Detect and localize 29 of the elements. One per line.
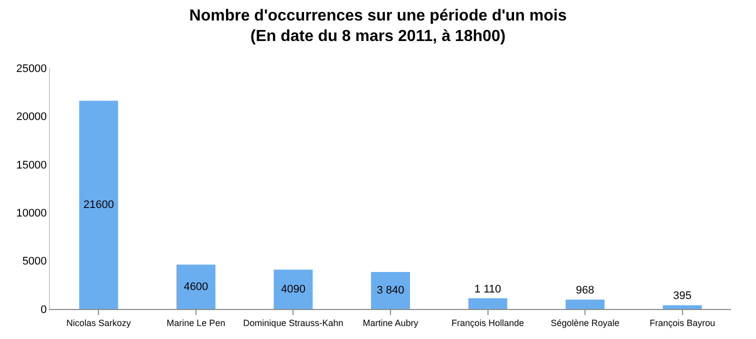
data-label: 3 840 xyxy=(376,284,404,296)
x-tick-label: Ségolène Royale xyxy=(550,318,620,328)
y-tick-label: 0 xyxy=(40,304,47,316)
bar xyxy=(468,298,508,309)
y-tick-label: 20000 xyxy=(16,111,47,124)
data-label: 968 xyxy=(576,284,594,297)
data-label: 4090 xyxy=(280,283,306,296)
chart-title: Nombre d'occurrences sur une période d'un mois xyxy=(189,7,567,24)
x-tick-label: Marine Le Pen xyxy=(166,318,226,328)
bar xyxy=(371,272,410,309)
x-tick-label: Martine Aubry xyxy=(362,318,419,328)
bar xyxy=(274,270,313,309)
chart-subtitle: (En date du 8 mars 2011, à 18h00) xyxy=(250,28,506,46)
x-tick-label: François Bayrou xyxy=(650,318,716,328)
data-label: 4600 xyxy=(184,280,208,293)
bar xyxy=(566,300,605,309)
y-tick-label: 25000 xyxy=(16,62,47,75)
bar xyxy=(662,305,702,309)
x-tick-label: François Hollande xyxy=(452,318,524,328)
y-tick-label: 5000 xyxy=(22,256,47,268)
x-tick-label: Nicolas Sarkozy xyxy=(66,318,132,328)
data-label: 21600 xyxy=(83,198,114,211)
bar xyxy=(79,100,118,309)
y-tick-label: 10000 xyxy=(16,207,47,220)
data-label: 395 xyxy=(673,290,692,302)
x-tick-label: Dominique Strauss-Kahn xyxy=(243,318,344,328)
y-tick-label: 15000 xyxy=(16,159,47,172)
bar xyxy=(176,264,216,309)
data-label: 1 110 xyxy=(474,283,502,296)
